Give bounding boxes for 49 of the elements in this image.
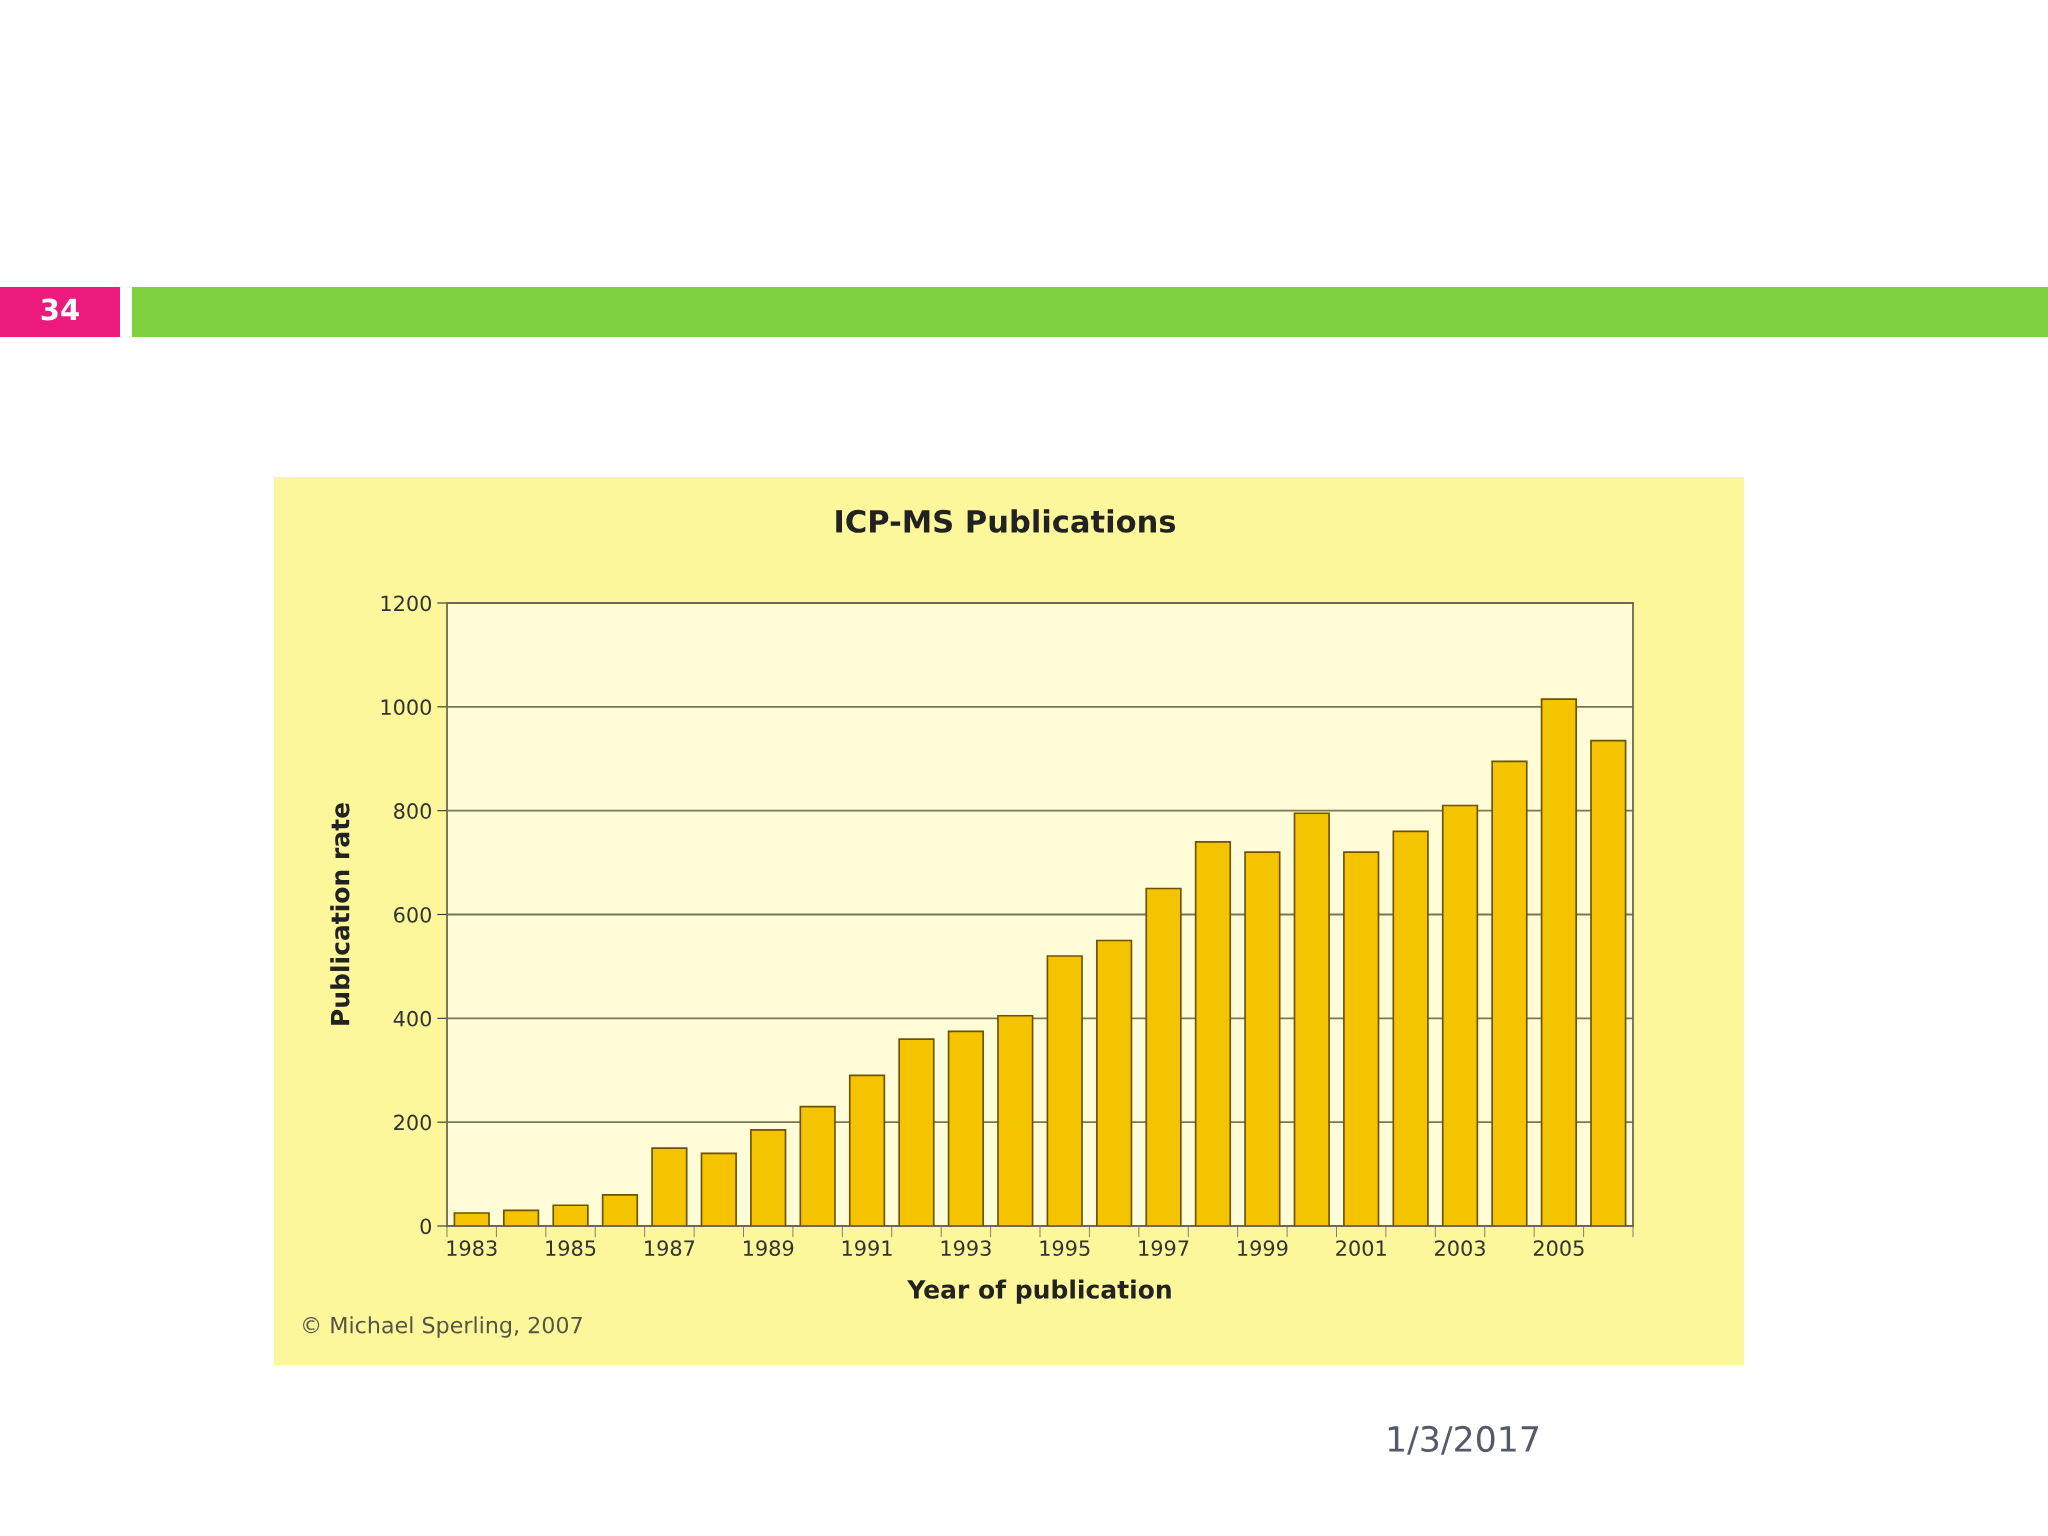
x-tick-label: 1997 <box>1139 1240 1189 1257</box>
y-tick-label: 600 <box>394 906 432 923</box>
bar <box>502 1209 540 1226</box>
bar <box>700 1152 737 1226</box>
bar <box>1590 739 1627 1226</box>
bar <box>651 1147 688 1226</box>
bar <box>552 1204 589 1226</box>
y-axis-title: Publication rate <box>330 803 350 1025</box>
y-tick-label: 0 <box>420 1218 432 1235</box>
bar <box>1392 830 1429 1226</box>
x-axis-title: Year of publication <box>907 1279 1171 1304</box>
y-tick-label: 200 <box>394 1114 432 1131</box>
bar <box>1491 760 1528 1226</box>
bar <box>1046 955 1083 1226</box>
bar <box>848 1074 886 1226</box>
x-tick-label: 2003 <box>1435 1240 1485 1257</box>
bar <box>997 1014 1034 1226</box>
bar <box>898 1038 935 1226</box>
bar <box>1441 804 1479 1226</box>
text: © Michael Sperling, 2007 <box>303 1316 582 1338</box>
bar <box>1244 851 1281 1226</box>
text: 1/3/2017 <box>1388 1425 1538 1455</box>
bar <box>1194 840 1232 1226</box>
y-tick-label: 1000 <box>381 699 432 716</box>
x-tick-label: 1989 <box>743 1240 794 1257</box>
bar <box>947 1030 985 1226</box>
text: 34 <box>41 298 79 321</box>
bar <box>453 1212 490 1226</box>
bar <box>1145 887 1182 1226</box>
bar <box>1293 812 1330 1226</box>
x-tick-label: 1983 <box>447 1240 497 1257</box>
bar <box>750 1129 787 1226</box>
x-tick-label: 1993 <box>941 1240 991 1257</box>
x-tick-label: 1987 <box>645 1240 695 1257</box>
x-tick-label: 1999 <box>1238 1240 1288 1257</box>
y-tick-label: 400 <box>393 1010 432 1027</box>
x-tick-label: 1991 <box>842 1240 892 1257</box>
bar <box>1540 698 1578 1226</box>
bar <box>601 1194 639 1226</box>
y-tick-label: 800 <box>394 803 432 819</box>
x-tick-label: 1985 <box>546 1240 596 1257</box>
y-tick-label: 1200 <box>381 595 432 612</box>
chart-title: ICP-MS Publications <box>836 509 1176 533</box>
x-tick-label: 1995 <box>1040 1240 1090 1257</box>
bar <box>1095 939 1133 1226</box>
x-tick-label: 2001 <box>1336 1240 1386 1257</box>
bar <box>799 1105 836 1226</box>
bar <box>1343 851 1380 1226</box>
x-tick-label: 2005 <box>1533 1240 1584 1257</box>
